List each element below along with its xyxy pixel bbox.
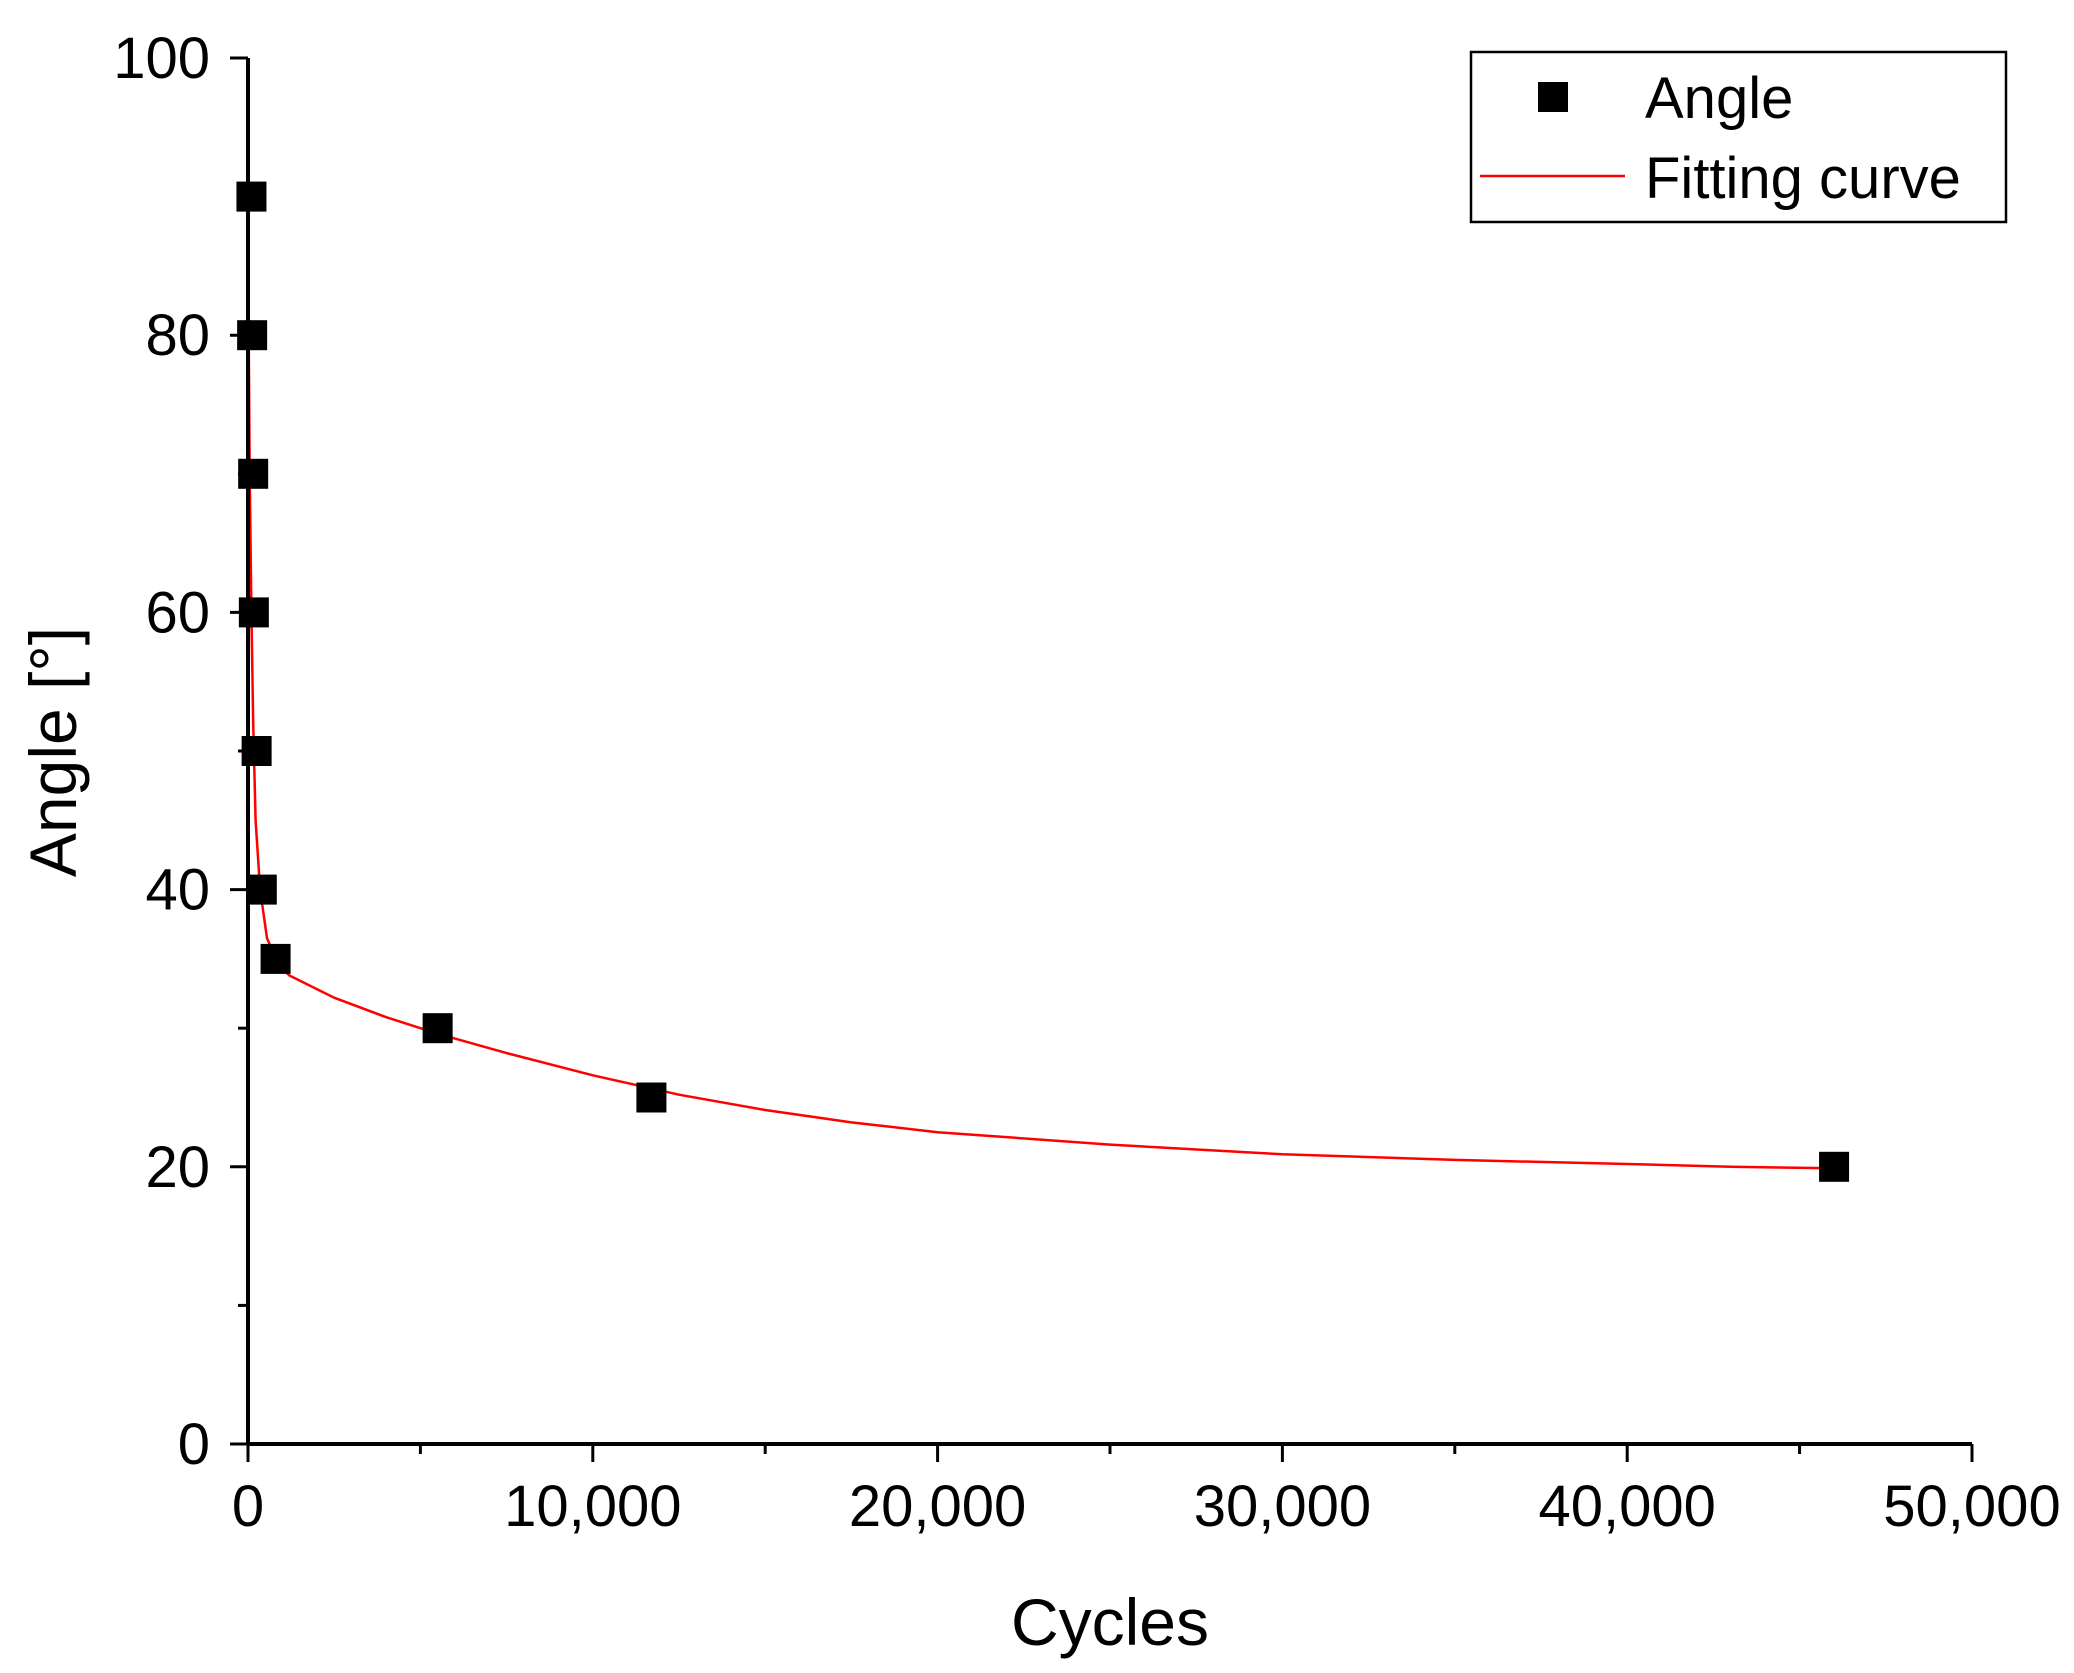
legend-label-angle: Angle [1645,66,1793,131]
angle-data-point [260,943,291,974]
y-tick-label: 20 [145,1135,210,1200]
x-tick-label: 30,000 [1194,1474,1371,1539]
x-tick-label: 40,000 [1538,1474,1715,1539]
y-tick-label: 100 [113,26,210,91]
y-tick-label: 40 [145,858,210,923]
angle-data-point [246,874,277,905]
angle-data-point [636,1082,667,1113]
legend-frame [1469,50,2008,224]
plot-area [236,168,1850,1182]
legend-marker-angle [1538,82,1568,112]
fitting-curve-line [246,168,1835,1170]
x-tick-label: 50,000 [1883,1474,2060,1539]
y-tick-label: 0 [178,1412,210,1477]
x-axis-title: Cycles [1011,1585,1209,1659]
angle-data-point [422,1013,453,1044]
y-tick-label: 80 [145,303,210,368]
angle-data-point [1819,1151,1850,1182]
legend-label-fitting-curve: Fitting curve [1645,146,1961,211]
legend: Angle Fitting curve [1469,50,2008,224]
x-tick-label: 0 [232,1474,264,1539]
axes: 0 10,000 20,000 30,000 40,000 50,000 0 20 40 60 80… [113,26,2060,1539]
y-axis-title: Angle [°] [16,627,90,877]
x-tick-label: 10,000 [504,1474,681,1539]
x-tick-label: 20,000 [849,1474,1026,1539]
y-tick-label: 60 [145,580,210,645]
